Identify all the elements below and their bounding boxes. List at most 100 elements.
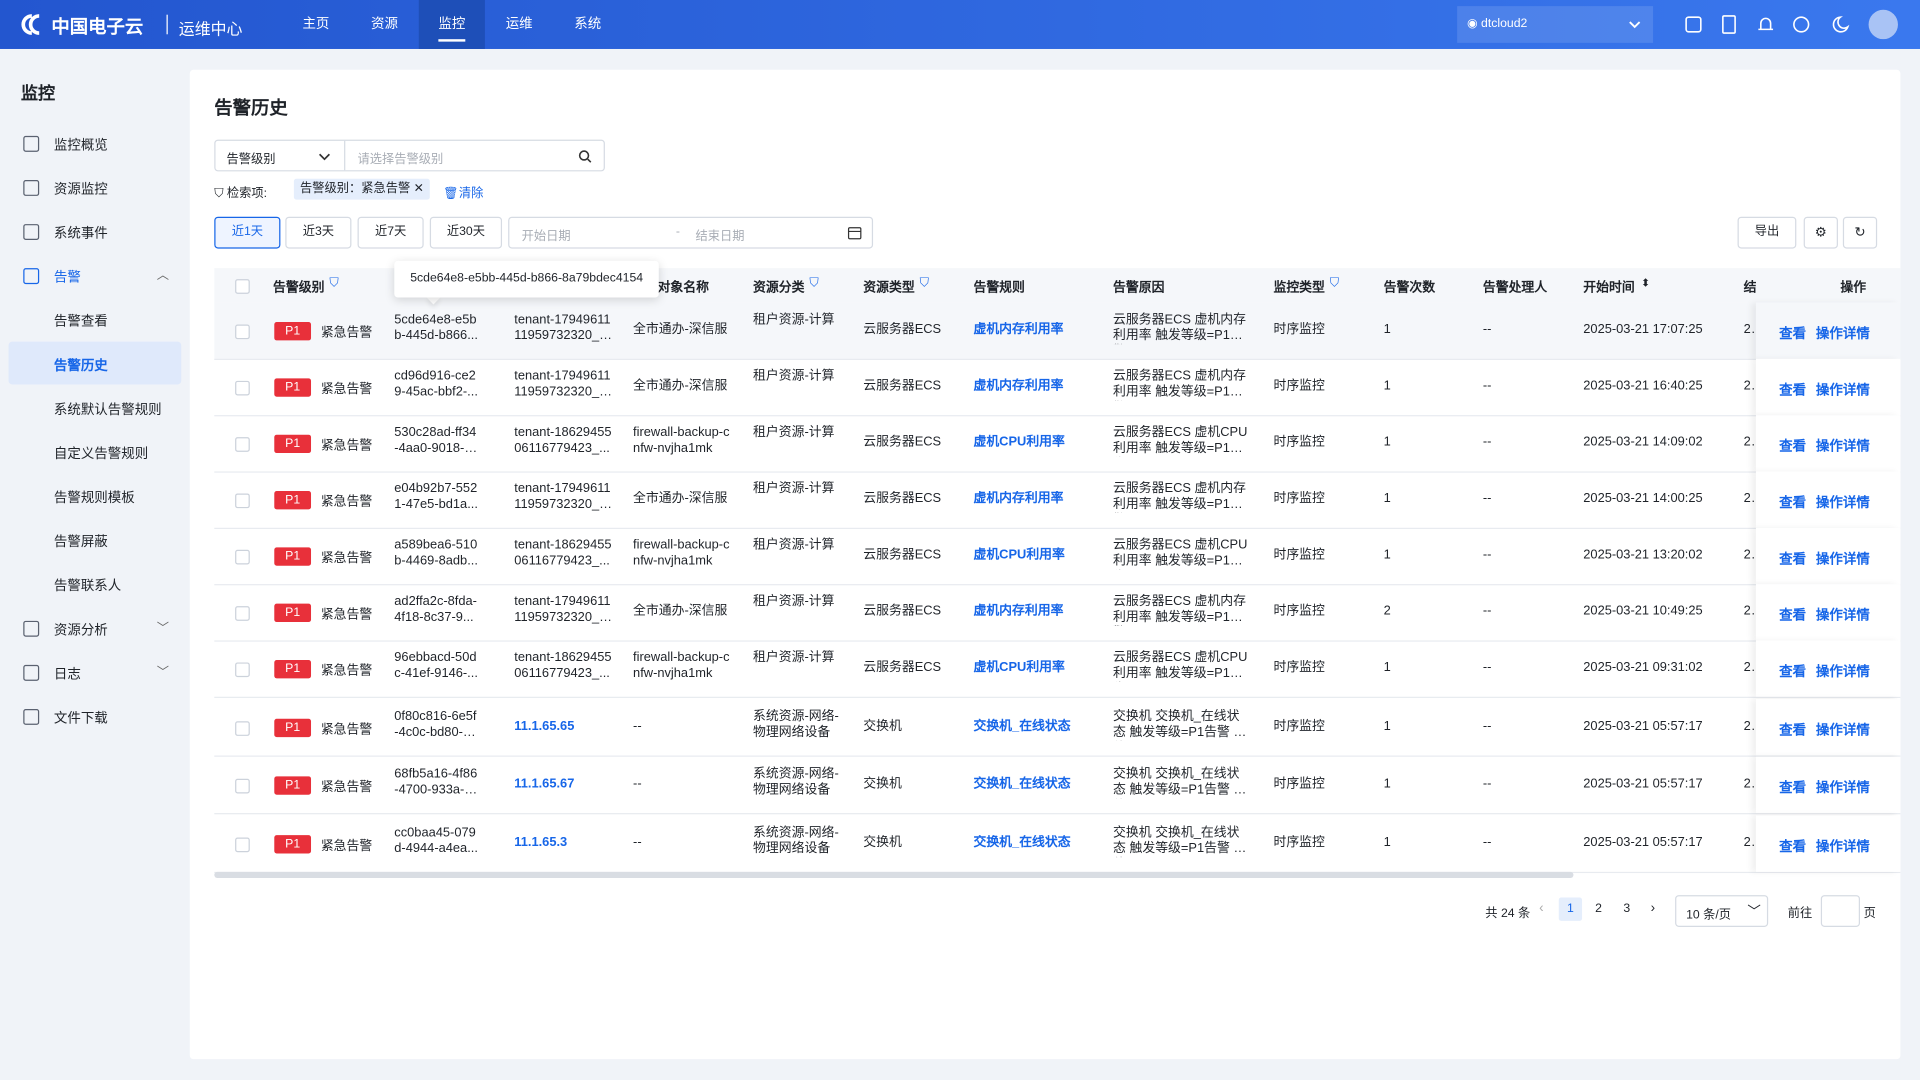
cell: 2025-03-21 05:57:17: [1583, 718, 1703, 733]
menu-item[interactable]: 日志: [53, 667, 81, 683]
filter-icon[interactable]: ⛉: [809, 276, 819, 291]
action-link[interactable]: 操作详情: [1815, 439, 1870, 455]
tenant-select[interactable]: ◉ dtcloud2: [1457, 6, 1654, 43]
prev[interactable]: ‹: [1539, 901, 1544, 916]
cell[interactable]: 虚机CPU利用率: [973, 434, 1065, 450]
filter-icon[interactable]: ⛉: [329, 276, 339, 291]
action-link[interactable]: 查看: [1779, 326, 1807, 342]
cell[interactable]: 虚机CPU利用率: [973, 660, 1065, 675]
action-link[interactable]: 查看: [1779, 723, 1807, 738]
submenu-item[interactable]: 告警历史: [53, 358, 108, 374]
row-checkbox[interactable]: [235, 380, 250, 396]
toolbar-icons[interactable]: [1684, 15, 1855, 35]
action-link[interactable]: 操作详情: [1815, 326, 1870, 342]
action-link[interactable]: 查看: [1779, 839, 1807, 855]
cell: 云服务器ECS 虚机内存利用率 触发等级=P1告警...: [1113, 593, 1246, 625]
cell[interactable]: 11.1.65.3: [514, 834, 568, 850]
action-link[interactable]: 操作详情: [1815, 495, 1870, 511]
cell[interactable]: 交换机_在线状态: [973, 776, 1071, 792]
action-link[interactable]: 查看: [1779, 383, 1807, 398]
action-link[interactable]: 操作详情: [1815, 781, 1870, 796]
page-size[interactable]: 10 条/页 ﹀: [1675, 895, 1769, 927]
cell: 全市通办-深信服: [633, 491, 728, 506]
time-button[interactable]: 近30天: [429, 216, 503, 249]
action-link[interactable]: 查看: [1779, 495, 1807, 511]
cell: e04b92b7-5521-47e5-bd1a...: [394, 481, 478, 512]
cell[interactable]: 交换机_在线状态: [973, 718, 1071, 733]
nav-item[interactable]: 监控: [418, 0, 485, 49]
cell[interactable]: 11.1.65.67: [514, 776, 575, 792]
time-button[interactable]: 近1天: [214, 216, 281, 249]
action-link[interactable]: 查看: [1779, 608, 1807, 624]
cell: 530c28ad-ff34-4aa0-9018-5...: [394, 424, 477, 456]
nav-item[interactable]: 主页: [302, 17, 330, 32]
cell[interactable]: 交换机_在线状态: [973, 834, 1071, 850]
submenu-item[interactable]: 告警规则模板: [53, 491, 135, 506]
action-link[interactable]: 查看: [1779, 781, 1807, 796]
menu-item[interactable]: 告警: [53, 270, 81, 286]
nav-item[interactable]: 资源: [371, 17, 398, 32]
sort-icon[interactable]: ⬍: [1640, 276, 1651, 289]
app-name: 运维中心: [178, 19, 243, 38]
cell[interactable]: 虚机CPU利用率: [973, 547, 1065, 563]
filter-icon[interactable]: ⛉: [1329, 276, 1339, 291]
date-range[interactable]: 开始日期 - 结束日期: [508, 216, 874, 249]
menu-item[interactable]: 系统事件: [53, 226, 108, 242]
page-number[interactable]: 2: [1595, 902, 1602, 916]
submenu-item[interactable]: 自定义告警规则: [53, 446, 149, 462]
row-checkbox[interactable]: [235, 493, 250, 509]
cell[interactable]: 虚机内存利用率: [973, 603, 1064, 619]
action-link[interactable]: 操作详情: [1815, 723, 1870, 738]
h-scrollbar[interactable]: [214, 871, 1574, 878]
refresh-button[interactable]: ↻: [1842, 216, 1878, 249]
time-button[interactable]: 近7天: [357, 216, 424, 249]
avatar[interactable]: [1868, 9, 1898, 40]
action-link[interactable]: 操作详情: [1815, 383, 1870, 398]
cell[interactable]: 11.1.65.65: [514, 718, 575, 733]
submenu-item[interactable]: 系统默认告警规则: [53, 402, 162, 418]
settings-button[interactable]: ⚙: [1803, 216, 1838, 249]
export-button[interactable]: 导出: [1737, 216, 1797, 249]
cell[interactable]: 虚机内存利用率: [973, 491, 1064, 506]
clear-link[interactable]: 🗑清除: [443, 187, 484, 201]
menu-item[interactable]: 资源监控: [53, 182, 108, 198]
page-number[interactable]: 3: [1623, 902, 1631, 916]
search-tag[interactable]: 告警级别：紧急告警 ✕: [293, 178, 431, 200]
menu-item[interactable]: 文件下载: [53, 711, 108, 727]
menu-item[interactable]: 资源分析: [53, 623, 108, 638]
action-link[interactable]: 操作详情: [1815, 608, 1870, 624]
cell[interactable]: 虚机内存利用率: [973, 378, 1064, 394]
menu-arrow: ﹀: [156, 622, 169, 636]
cell: tenant-1794961111959732320_e...: [514, 368, 611, 400]
filter-icon[interactable]: ⛉: [919, 276, 929, 291]
action-link[interactable]: 操作详情: [1815, 664, 1870, 680]
action-link[interactable]: 操作详情: [1815, 839, 1870, 855]
submenu-item[interactable]: 告警联系人: [53, 579, 122, 594]
submenu-item[interactable]: 告警查看: [53, 314, 108, 330]
action-link[interactable]: 操作详情: [1815, 552, 1870, 567]
filter-box[interactable]: 告警级别 请选择告警级别: [214, 139, 605, 172]
menu-item[interactable]: 监控概览: [53, 138, 108, 154]
row-checkbox[interactable]: [235, 720, 250, 736]
column-header: 监控类型: [1273, 280, 1325, 296]
row-checkbox[interactable]: [235, 324, 250, 340]
time-button[interactable]: 近3天: [285, 216, 352, 249]
row-checkbox[interactable]: [235, 662, 250, 678]
action-link[interactable]: 查看: [1779, 439, 1807, 455]
nav-item[interactable]: 系统: [574, 17, 602, 32]
row-checkbox[interactable]: [235, 549, 250, 565]
actions-cell: 查看 操作详情: [1755, 756, 1901, 814]
cell[interactable]: 虚机内存利用率: [973, 322, 1064, 337]
cell: 20: [1743, 378, 1751, 394]
row-checkbox[interactable]: [235, 778, 250, 794]
action-link[interactable]: 查看: [1779, 664, 1807, 680]
nav-item[interactable]: 运维: [505, 17, 533, 32]
row-checkbox[interactable]: [235, 606, 250, 621]
next[interactable]: ›: [1650, 901, 1656, 916]
action-link[interactable]: 查看: [1779, 552, 1807, 567]
page-number[interactable]: 1: [1558, 897, 1583, 921]
submenu-item[interactable]: 告警屏蔽: [53, 535, 108, 550]
row-checkbox[interactable]: [235, 437, 250, 452]
goto-input[interactable]: [1820, 895, 1860, 927]
row-checkbox[interactable]: [235, 836, 250, 852]
